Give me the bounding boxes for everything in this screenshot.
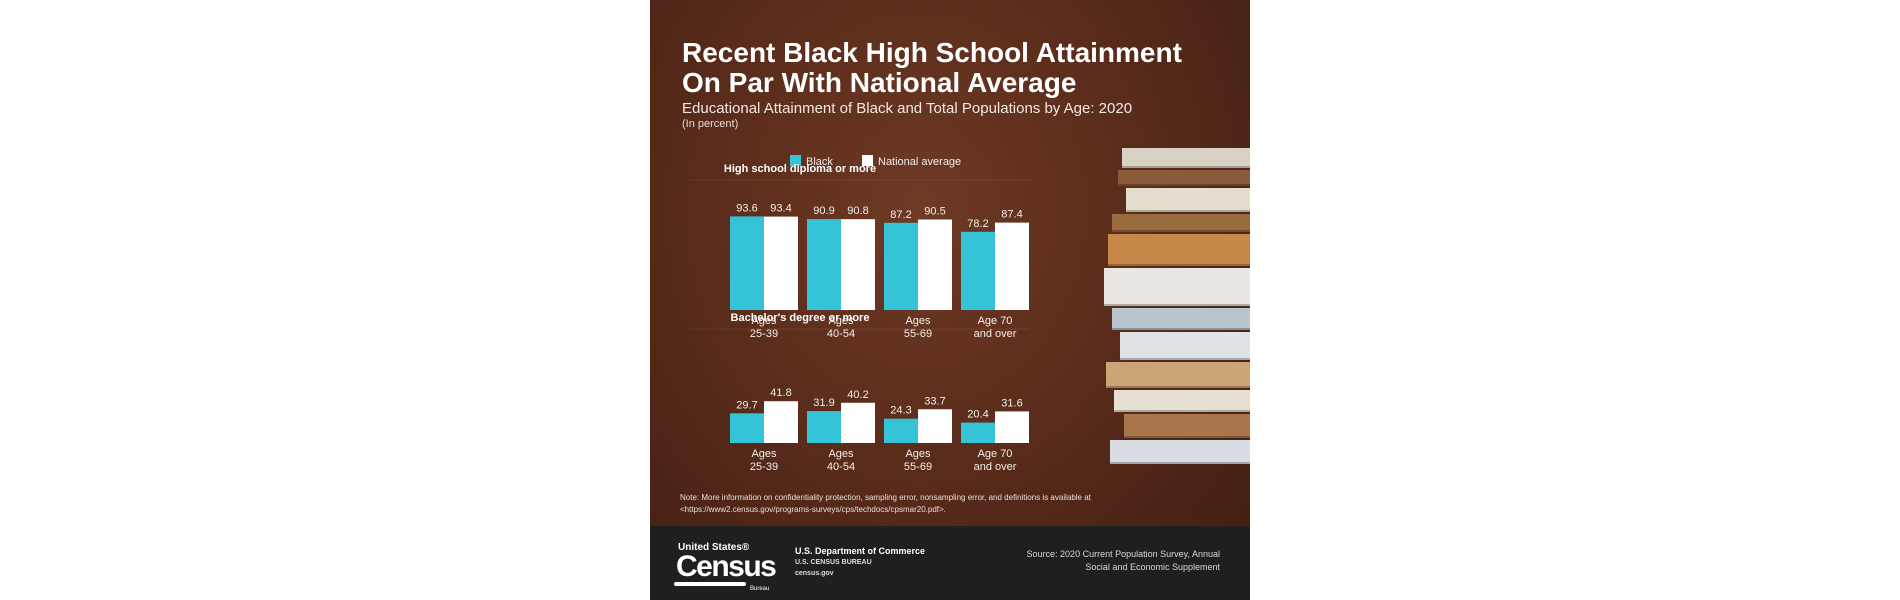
book-edge-9: [1114, 410, 1250, 412]
data-label-1-2-1: 33.7: [924, 395, 945, 407]
page-title: Recent Black High School Attainment On P…: [682, 37, 1182, 98]
book-9: [1114, 390, 1250, 412]
data-label-0-3-1: 87.4: [1001, 209, 1022, 221]
bar-0-0-0: [730, 216, 764, 310]
department-name: U.S. Department of Commerce: [795, 546, 926, 556]
tick-label-1-2-1: 55-69: [904, 461, 932, 473]
book-edge-4: [1108, 264, 1250, 266]
tick-label-1-1-0: Ages: [828, 448, 854, 460]
bar-1-0-1: [764, 401, 798, 443]
census-logo: Census: [676, 550, 777, 583]
bar-1-1-0: [807, 411, 841, 443]
logo-text-bureau: Bureau: [750, 586, 770, 592]
logo-text-top: United States®: [678, 542, 750, 553]
tick-label-1-3-0: Age 70: [978, 448, 1013, 460]
bar-0-1-1: [841, 219, 875, 310]
book-edge-3: [1112, 230, 1250, 232]
data-label-0-2-1: 90.5: [924, 206, 945, 218]
data-label-1-0-1: 41.8: [770, 387, 791, 399]
book-3: [1112, 214, 1250, 232]
book-1: [1118, 170, 1250, 186]
footer: United States® Census Bureau U.S. Depart…: [650, 526, 1250, 600]
book-edge-6: [1112, 328, 1250, 330]
logo-swoosh: [674, 582, 746, 586]
chart-subtitle: Educational Attainment of Black and Tota…: [682, 100, 1133, 117]
source-note: Source: 2020 Current Population Survey, …: [1026, 549, 1220, 572]
data-label-0-3-0: 78.2: [967, 218, 988, 230]
data-label-1-1-0: 31.9: [813, 397, 834, 409]
book-7: [1120, 332, 1250, 360]
tick-label-0-0-0: Ages: [751, 315, 777, 327]
tick-label-1-0-0: Ages: [751, 448, 777, 460]
data-label-1-3-0: 20.4: [967, 409, 988, 421]
bar-0-3-1: [995, 222, 1029, 310]
panel-title-1: Bachelor's degree or more: [731, 312, 870, 324]
unit-label: (In percent): [682, 118, 739, 130]
data-label-0-1-1: 90.8: [847, 205, 868, 217]
data-label-1-0-0: 29.7: [736, 399, 757, 411]
book-11: [1110, 440, 1250, 464]
bar-0-2-0: [884, 222, 918, 310]
tick-label-0-3-0: Age 70: [978, 315, 1013, 327]
book-edge-8: [1106, 386, 1250, 388]
panel-title-0: High school diploma or more: [724, 163, 876, 175]
legend-label-1: National average: [878, 156, 961, 168]
bar-1-3-0: [961, 422, 995, 443]
book-edge-11: [1110, 462, 1250, 464]
legend-swatch-1: [862, 155, 873, 166]
book-8: [1106, 362, 1250, 388]
bar-1-1-1: [841, 402, 875, 443]
website-label: census.gov: [795, 570, 834, 577]
tick-label-1-1-1: 40-54: [827, 461, 855, 473]
legend-label-0: Black: [806, 156, 833, 168]
book-4: [1108, 234, 1250, 266]
bar-0-3-0: [961, 231, 995, 310]
book-edge-2: [1126, 210, 1250, 212]
book-6: [1112, 308, 1250, 330]
data-label-0-0-1: 93.4: [770, 203, 791, 215]
tick-label-0-2-0: Ages: [905, 315, 931, 327]
book-edge-7: [1120, 358, 1250, 360]
data-label-1-2-0: 24.3: [890, 405, 911, 417]
tick-label-0-1-1: 40-54: [827, 328, 855, 340]
bar-0-0-1: [764, 216, 798, 310]
book-10: [1124, 414, 1250, 438]
bureau-name: U.S. CENSUS BUREAU: [795, 559, 872, 566]
tick-label-0-0-1: 25-39: [750, 328, 778, 340]
data-label-1-3-1: 31.6: [1001, 397, 1022, 409]
data-label-0-1-0: 90.9: [813, 205, 834, 217]
tick-label-0-3-1: and over: [974, 328, 1017, 340]
data-label-1-1-1: 40.2: [847, 389, 868, 401]
bar-1-0-0: [730, 413, 764, 443]
book-edge-10: [1124, 436, 1250, 438]
book-edge-5: [1104, 304, 1250, 306]
data-label-0-2-0: 87.2: [890, 209, 911, 221]
tick-label-1-0-1: 25-39: [750, 461, 778, 473]
bar-1-2-0: [884, 418, 918, 443]
bar-1-2-1: [918, 409, 952, 443]
tick-label-1-3-1: and over: [974, 461, 1017, 473]
book-stack-image: [1104, 148, 1250, 464]
book-edge-1: [1118, 184, 1250, 186]
footnote: Note: More information on confidentialit…: [680, 493, 1091, 514]
bar-1-3-1: [995, 411, 1029, 443]
book-5: [1104, 268, 1250, 306]
legend-swatch-0: [790, 155, 801, 166]
data-label-0-0-0: 93.6: [736, 202, 757, 214]
tick-label-0-2-1: 55-69: [904, 328, 932, 340]
infographic-card: Recent Black High School Attainment On P…: [650, 0, 1250, 600]
book-0: [1122, 148, 1250, 168]
tick-label-0-1-0: Ages: [828, 315, 854, 327]
bar-0-1-0: [807, 219, 841, 310]
book-edge-0: [1122, 166, 1250, 168]
bar-0-2-1: [918, 219, 952, 310]
tick-label-1-2-0: Ages: [905, 448, 931, 460]
book-2: [1126, 188, 1250, 212]
